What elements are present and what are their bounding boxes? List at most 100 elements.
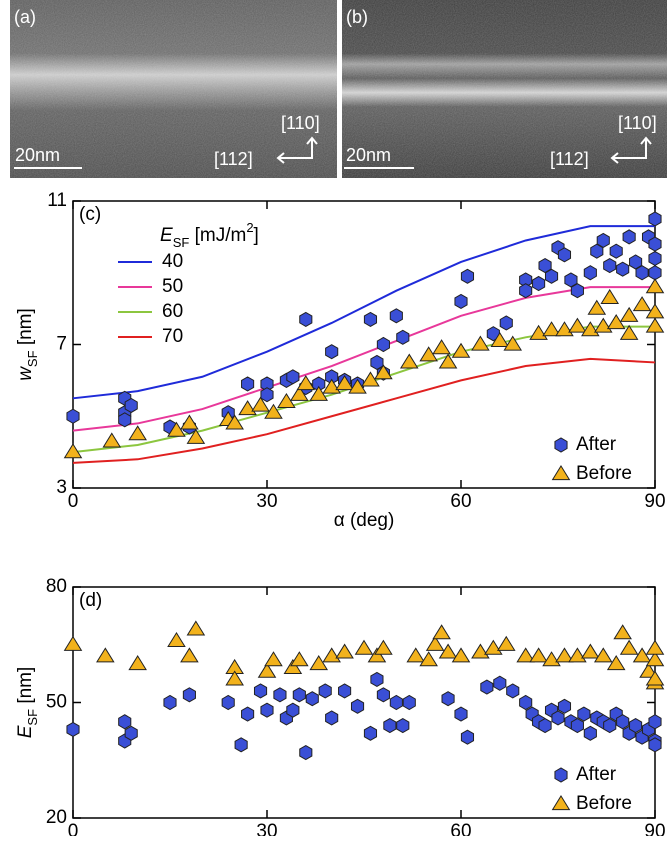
before-point — [290, 651, 309, 667]
after-point — [163, 694, 177, 711]
legend-label: 60 — [162, 301, 183, 322]
before-point — [542, 321, 561, 337]
scale-label: 20nm — [15, 145, 60, 165]
after-point — [182, 687, 196, 703]
before-point — [374, 639, 393, 655]
model-curve — [72, 286, 655, 432]
after-point — [363, 311, 378, 327]
before-point — [438, 353, 458, 369]
after-point — [616, 714, 630, 730]
after-point — [124, 397, 138, 414]
after-point — [241, 706, 255, 722]
before-point — [264, 403, 283, 419]
before-point — [496, 635, 516, 651]
after-point — [648, 265, 662, 281]
before-point — [619, 306, 639, 322]
after-point — [635, 265, 649, 281]
legend-marker — [554, 437, 568, 453]
before-point — [432, 339, 451, 355]
before-point — [600, 288, 620, 304]
model-curve — [72, 225, 655, 400]
before-point — [419, 651, 438, 667]
before-point — [186, 428, 206, 444]
after-point — [603, 258, 617, 274]
after-point — [648, 211, 662, 227]
before-point — [374, 364, 393, 380]
before-point — [516, 647, 535, 663]
after-point — [570, 718, 584, 734]
legend-label: Before — [576, 793, 632, 814]
direction-label: [112] — [550, 149, 589, 169]
after-point — [538, 718, 552, 734]
scale-label: 20nm — [346, 145, 391, 165]
after-point — [648, 250, 662, 266]
after-point — [583, 265, 597, 281]
y-tick-label: 20 — [46, 807, 67, 828]
after-point — [629, 718, 643, 734]
after-point — [532, 275, 546, 292]
x-tick-label: 90 — [644, 821, 665, 836]
after-point — [460, 268, 475, 284]
before-point — [180, 414, 199, 430]
y-tick-label: 3 — [56, 477, 67, 498]
y-tick-label: 11 — [47, 190, 67, 211]
after-point — [241, 376, 255, 392]
after-point — [609, 243, 623, 259]
label-part: [mJ/m — [189, 225, 246, 246]
after-point — [519, 694, 533, 711]
before-point — [186, 620, 206, 636]
legend-label: 50 — [162, 276, 183, 297]
before-point — [296, 375, 316, 391]
after-point — [557, 247, 572, 263]
direction-label: [110] — [281, 113, 320, 133]
before-point — [251, 396, 270, 412]
label-part: SF — [173, 235, 190, 250]
before-point — [606, 655, 626, 671]
before-point — [451, 647, 471, 663]
after-point — [299, 744, 313, 761]
before-point — [471, 335, 490, 351]
before-point — [180, 647, 199, 663]
before-point — [425, 635, 445, 651]
after-point — [648, 236, 662, 252]
before-point — [225, 414, 244, 430]
after-point — [118, 714, 132, 730]
after-point — [460, 729, 475, 745]
before-point — [645, 317, 665, 333]
after-point — [383, 718, 397, 734]
x-tick-label: 60 — [450, 491, 471, 512]
after-point — [253, 683, 268, 699]
after-point — [583, 725, 597, 741]
legend-title: ESF [mJ/m2] — [160, 220, 259, 250]
before-point — [619, 639, 639, 655]
x-axis-label: α (deg) — [334, 510, 395, 531]
x-tick-label: 30 — [256, 821, 277, 836]
after-point — [66, 721, 80, 738]
before-point — [367, 647, 387, 663]
after-point — [66, 408, 80, 424]
marker-series — [63, 620, 665, 690]
x-tick-label: 0 — [68, 821, 79, 836]
legend-marker — [551, 795, 571, 811]
before-point — [335, 643, 354, 659]
before-point — [102, 432, 122, 448]
after-point — [402, 694, 416, 711]
legend-label: 70 — [162, 326, 183, 347]
marker-series — [66, 211, 662, 435]
before-point — [264, 651, 283, 667]
before-point — [432, 624, 451, 640]
before-point — [290, 385, 309, 401]
after-point — [596, 232, 610, 249]
before-point — [632, 647, 652, 663]
label-part: [nm] — [15, 667, 36, 709]
after-point — [221, 694, 235, 711]
after-point — [376, 687, 390, 703]
before-point — [581, 643, 600, 659]
before-point — [593, 647, 613, 663]
after-point — [396, 718, 410, 734]
before-point — [63, 443, 83, 459]
y-tick-label: 80 — [46, 576, 67, 597]
panel-label: (c) — [79, 204, 101, 225]
